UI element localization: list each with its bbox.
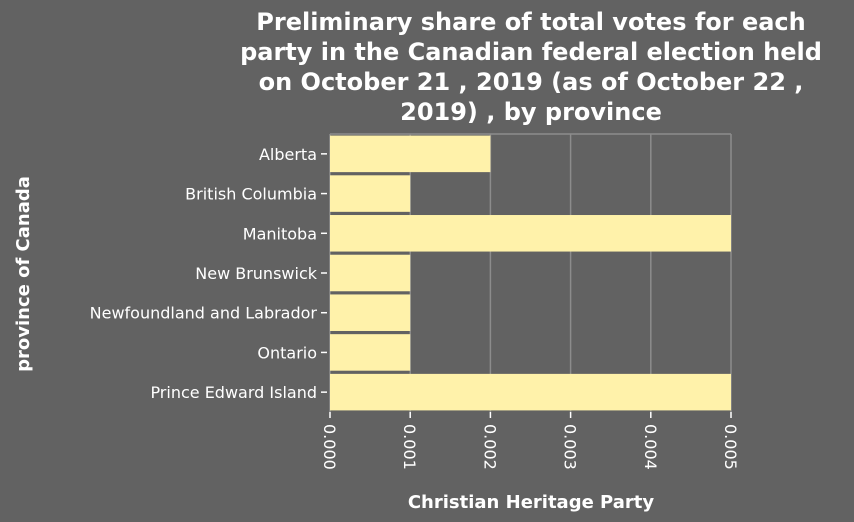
chart-title-line: 2019) , by province xyxy=(400,98,662,126)
y-axis: Alberta British Columbia Manitoba New Bruns… xyxy=(90,145,327,402)
y-tick-label: New Brunswick xyxy=(195,264,317,283)
bars xyxy=(330,135,731,411)
y-tick-label: Ontario xyxy=(257,343,317,362)
bar xyxy=(330,294,411,331)
bar xyxy=(330,373,731,411)
x-tick-label: 0.002 xyxy=(480,424,499,470)
y-axis-label: province of Canada xyxy=(13,176,34,372)
chart-title: Preliminary share of total votes for eac… xyxy=(240,8,822,126)
bar xyxy=(330,334,411,371)
x-tick-label: 0.005 xyxy=(721,424,740,470)
x-tick-label: 0.001 xyxy=(400,424,419,470)
x-tick-label: 0.003 xyxy=(561,424,580,470)
x-axis-label: Christian Heritage Party xyxy=(408,492,655,513)
y-tick-label: Prince Edward Island xyxy=(150,383,317,402)
bar xyxy=(330,254,411,292)
x-tick-label: 0.000 xyxy=(320,424,339,470)
chart-title-line: Preliminary share of total votes for eac… xyxy=(256,8,805,36)
chart-title-line: party in the Canadian federal election h… xyxy=(240,38,822,66)
y-tick-label: Newfoundland and Labrador xyxy=(90,304,318,323)
x-tick-label: 0.004 xyxy=(641,424,660,470)
y-tick-label: Manitoba xyxy=(243,224,317,243)
bar xyxy=(330,135,491,173)
y-tick-label: Alberta xyxy=(259,145,317,164)
chart-title-line: on October 21 , 2019 (as of October 22 , xyxy=(259,68,804,96)
y-tick-label: British Columbia xyxy=(185,185,317,204)
bar xyxy=(330,215,731,252)
x-axis: 0.000 0.001 0.002 0.003 0.004 0.005 xyxy=(320,412,740,470)
bar xyxy=(330,175,411,212)
